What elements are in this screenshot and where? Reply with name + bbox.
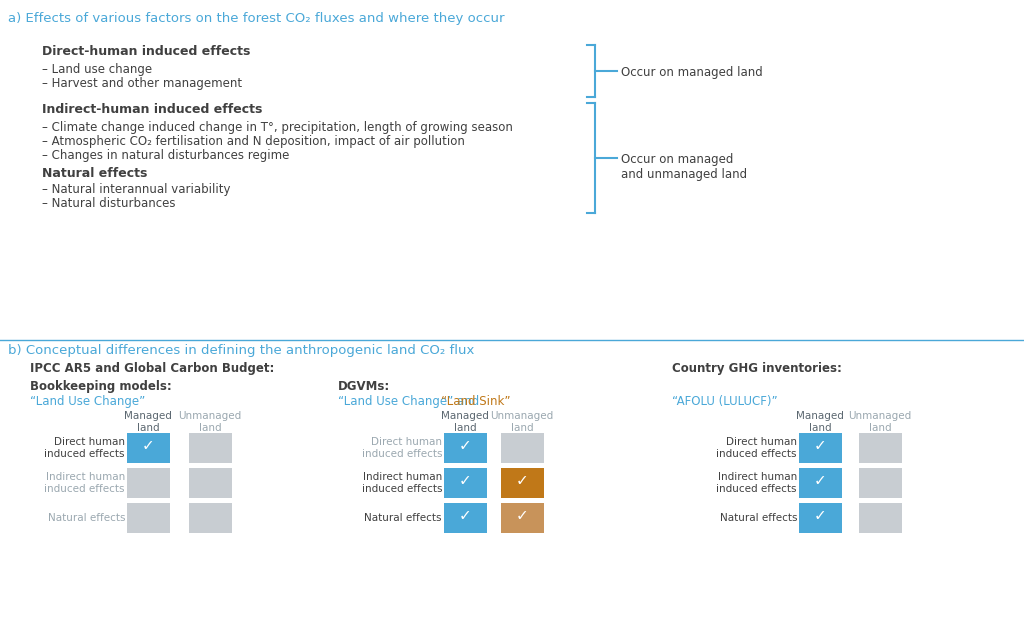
- Text: ✓: ✓: [459, 473, 471, 488]
- Text: “Land Sink”: “Land Sink”: [441, 395, 511, 408]
- Text: Direct human
induced effects: Direct human induced effects: [717, 437, 797, 459]
- Text: “Land Use Change” and: “Land Use Change” and: [338, 395, 483, 408]
- Bar: [127, 433, 170, 463]
- Text: “Land Use Change”: “Land Use Change”: [30, 395, 145, 408]
- Text: ✓: ✓: [516, 509, 528, 524]
- Text: DGVMs:: DGVMs:: [338, 380, 390, 393]
- Bar: [859, 433, 902, 463]
- Text: Unmanaged
land: Unmanaged land: [490, 411, 554, 432]
- Bar: [799, 503, 842, 533]
- Text: ✓: ✓: [459, 509, 471, 524]
- Text: Managed
land: Managed land: [441, 411, 488, 432]
- Text: Indirect human
induced effects: Indirect human induced effects: [717, 472, 797, 494]
- Text: Indirect human
induced effects: Indirect human induced effects: [361, 472, 442, 494]
- Text: Direct human
induced effects: Direct human induced effects: [361, 437, 442, 459]
- Bar: [501, 503, 544, 533]
- Text: ✓: ✓: [814, 473, 826, 488]
- Text: Managed
land: Managed land: [796, 411, 844, 432]
- Text: Natural effects: Natural effects: [42, 167, 147, 180]
- Text: “AFOLU (LULUCF)”: “AFOLU (LULUCF)”: [672, 395, 777, 408]
- Bar: [859, 503, 902, 533]
- Text: Indirect human
induced effects: Indirect human induced effects: [44, 472, 125, 494]
- Bar: [444, 503, 487, 533]
- Bar: [501, 468, 544, 498]
- Text: ✓: ✓: [459, 439, 471, 453]
- Bar: [859, 468, 902, 498]
- Text: – Natural interannual variability: – Natural interannual variability: [42, 183, 230, 196]
- Text: Occur on managed land: Occur on managed land: [621, 66, 763, 79]
- Bar: [799, 433, 842, 463]
- Bar: [127, 468, 170, 498]
- Bar: [189, 503, 232, 533]
- Text: IPCC AR5 and Global Carbon Budget:: IPCC AR5 and Global Carbon Budget:: [30, 362, 274, 375]
- Text: ✓: ✓: [141, 439, 155, 453]
- Bar: [501, 433, 544, 463]
- Text: Bookkeeping models:: Bookkeeping models:: [30, 380, 172, 393]
- Text: Unmanaged
land: Unmanaged land: [178, 411, 242, 432]
- Text: ✓: ✓: [814, 439, 826, 453]
- Text: – Harvest and other management: – Harvest and other management: [42, 77, 242, 90]
- Text: – Land use change: – Land use change: [42, 63, 153, 76]
- Text: b) Conceptual differences in defining the anthropogenic land CO₂ flux: b) Conceptual differences in defining th…: [8, 344, 474, 357]
- Text: a) Effects of various factors on the forest CO₂ fluxes and where they occur: a) Effects of various factors on the for…: [8, 12, 505, 25]
- Text: Country GHG inventories:: Country GHG inventories:: [672, 362, 842, 375]
- Bar: [189, 468, 232, 498]
- Text: – Climate change induced change in T°, precipitation, length of growing season: – Climate change induced change in T°, p…: [42, 121, 513, 134]
- Text: ✓: ✓: [516, 473, 528, 488]
- Bar: [444, 433, 487, 463]
- Text: Indirect-human induced effects: Indirect-human induced effects: [42, 103, 262, 116]
- Bar: [189, 433, 232, 463]
- Text: Natural effects: Natural effects: [47, 513, 125, 523]
- Text: Natural effects: Natural effects: [365, 513, 442, 523]
- Bar: [799, 468, 842, 498]
- Text: Natural effects: Natural effects: [720, 513, 797, 523]
- Text: ✓: ✓: [814, 509, 826, 524]
- Text: – Atmospheric CO₂ fertilisation and N deposition, impact of air pollution: – Atmospheric CO₂ fertilisation and N de…: [42, 135, 465, 148]
- Text: – Changes in natural disturbances regime: – Changes in natural disturbances regime: [42, 149, 290, 162]
- Text: Direct human
induced effects: Direct human induced effects: [44, 437, 125, 459]
- Bar: [444, 468, 487, 498]
- Text: Unmanaged
land: Unmanaged land: [848, 411, 911, 432]
- Text: Direct-human induced effects: Direct-human induced effects: [42, 45, 251, 58]
- Text: – Natural disturbances: – Natural disturbances: [42, 197, 175, 210]
- Bar: [127, 503, 170, 533]
- Text: Managed
land: Managed land: [124, 411, 172, 432]
- Text: Occur on managed
and unmanaged land: Occur on managed and unmanaged land: [621, 153, 748, 181]
